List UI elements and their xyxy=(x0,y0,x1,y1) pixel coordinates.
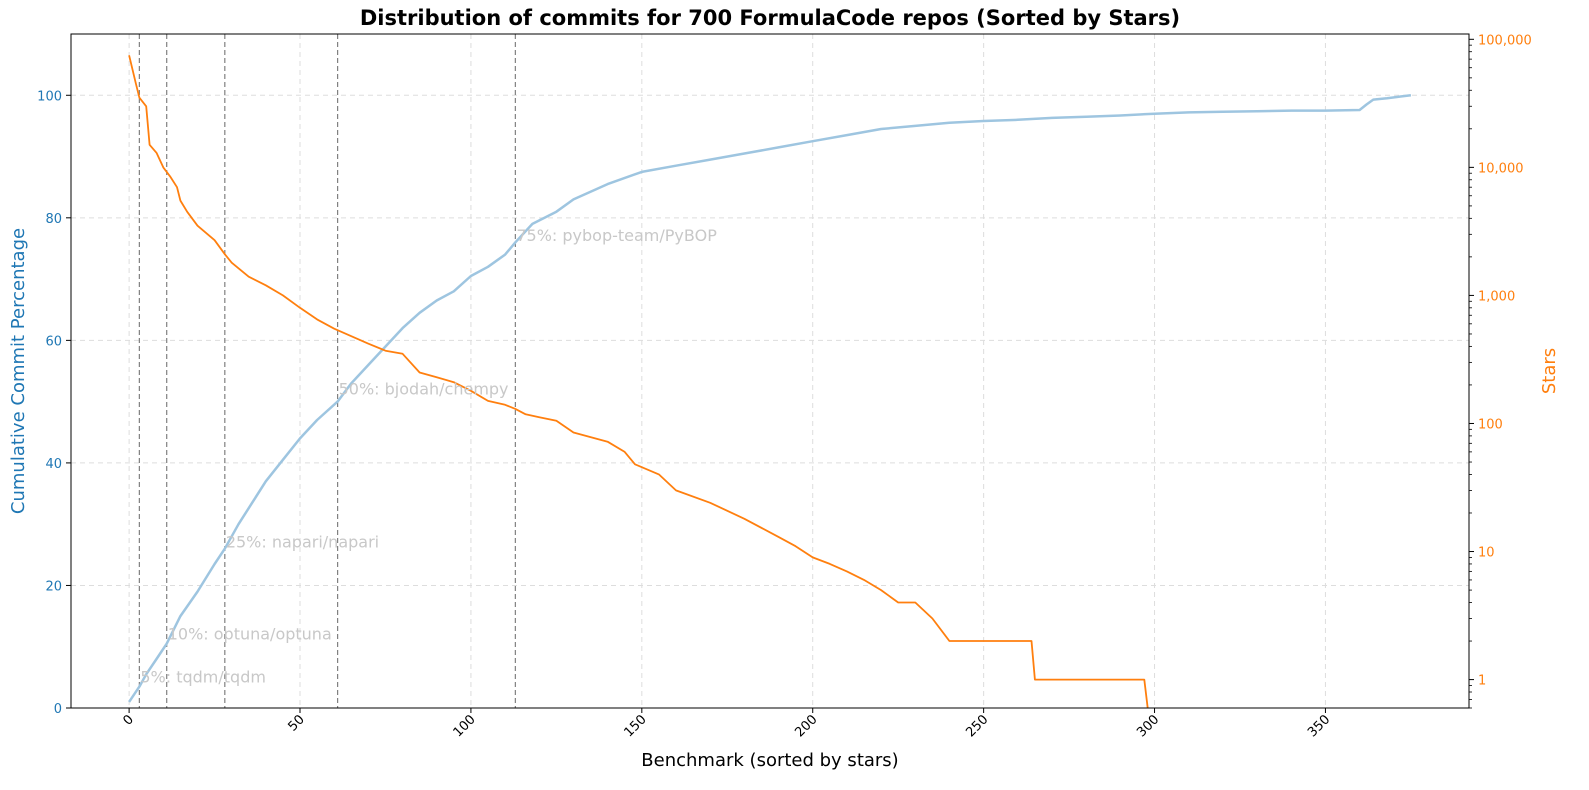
y-right-tick-label: 100 xyxy=(1478,417,1503,432)
y-left-tick-label: 80 xyxy=(45,212,62,227)
x-axis-title: Benchmark (sorted by stars) xyxy=(641,750,898,771)
vline-layer xyxy=(138,34,516,708)
cumulative-commit-line xyxy=(128,94,1412,703)
chart-title: Distribution of commits for 700 FormulaC… xyxy=(360,6,1180,30)
y-left-tick-label: 0 xyxy=(54,702,62,717)
threshold-annotation: 10%: optuna/optuna xyxy=(168,624,332,643)
series-layer xyxy=(128,55,1412,709)
y-right-tick-label: 1,000 xyxy=(1478,289,1515,304)
y-left-tick-label: 60 xyxy=(45,334,62,349)
y-left-tick-label: 100 xyxy=(37,89,62,104)
y-left-axis-title: Cumulative Commit Percentage xyxy=(8,228,29,514)
y-left-tick-label: 20 xyxy=(45,579,62,594)
y-right-tick-label: 10 xyxy=(1478,546,1495,561)
plot-frame xyxy=(70,33,1470,709)
threshold-annotation: 50%: bjodah/chempy xyxy=(339,379,509,398)
threshold-annotation: 25%: napari/napari xyxy=(226,533,379,552)
threshold-annotation: 5%: tqdm/tqdm xyxy=(140,667,266,686)
y-right-tick-label: 100,000 xyxy=(1478,33,1532,48)
stars-line xyxy=(128,55,1149,709)
y-left-tick-label: 40 xyxy=(45,457,62,472)
y-right-axis-title: Stars xyxy=(1539,348,1560,394)
y-right-tick-label: 10,000 xyxy=(1478,161,1524,176)
y-right-tick-label: 1 xyxy=(1478,674,1486,689)
annotation-layer: 5%: tqdm/tqdm 10%: optuna/optuna 25%: napa… xyxy=(140,226,717,686)
threshold-annotation: 75%: pybop-team/PyBOP xyxy=(516,226,717,245)
